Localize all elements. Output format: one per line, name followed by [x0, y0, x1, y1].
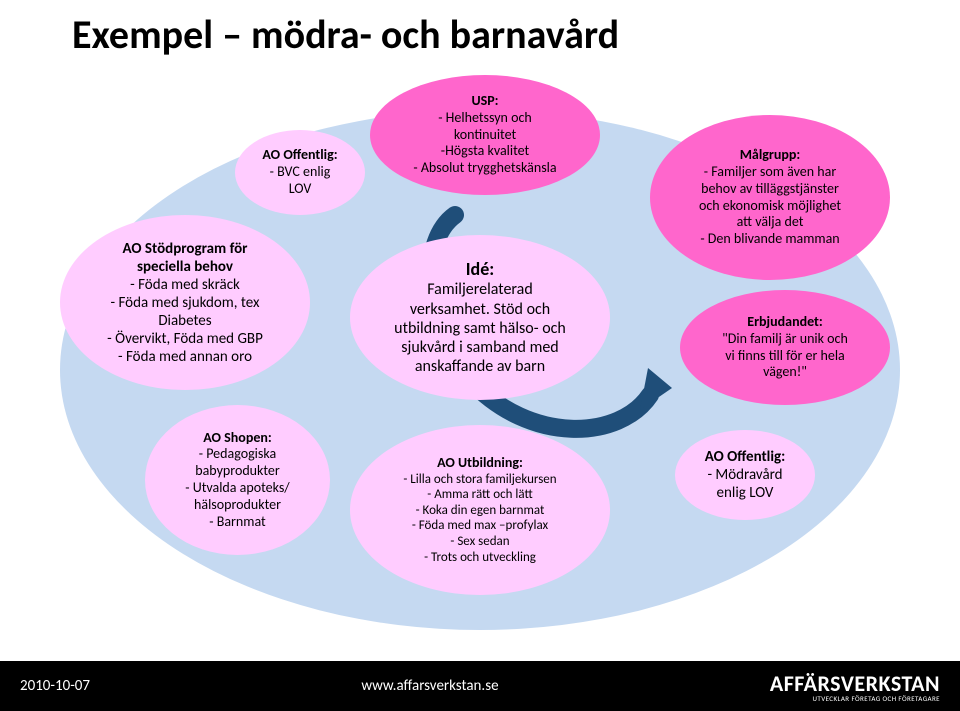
bubble-line: sjukvård i samband med — [401, 338, 558, 357]
bubble-line: - Föda med sjukdom, tex — [110, 294, 259, 312]
bubble-line: enlig LOV — [717, 484, 774, 502]
bubble-header: Erbjudandet: — [747, 314, 823, 331]
bubble-line: - Lilla och stora familjekursen — [403, 472, 556, 488]
bubble-line: -Högsta kvalitet — [441, 143, 529, 160]
footer-brand-block: AFFÄRSVERKSTAN UTVECKLAR FÖRETAG OCH FÖR… — [770, 670, 940, 702]
bubble-shopen: AO Shopen:- Pedagogiskababyprodukter- Ut… — [145, 405, 330, 555]
bubble-header: Målgrupp: — [740, 147, 801, 164]
footer-brand: AFFÄRSVERKSTAN — [770, 670, 940, 697]
bubble-line: - Den blivande mamman — [700, 231, 839, 248]
bubble-header: AO Offentlig: — [705, 448, 786, 466]
footer-date: 2010-10-07 — [20, 677, 90, 695]
bubble-ao_offentlig_top: AO Offentlig:- BVC enligLOV — [235, 130, 365, 215]
bubble-line: - Pedagogiska — [199, 446, 276, 463]
bubble-line: - Helhetssyn och — [438, 110, 532, 127]
bubble-header: USP: — [471, 93, 498, 110]
bubble-erbjudandet: Erbjudandet:"Din familj är unik ochvi fi… — [680, 290, 890, 405]
bubble-header: AO Offentlig: — [262, 147, 337, 164]
bubble-line: - Föda med annan oro — [118, 348, 252, 366]
bubble-header: AO Utbildning: — [437, 455, 523, 472]
bubble-stodprogram: AO Stödprogram förspeciella behov- Föda … — [60, 215, 310, 390]
bubble-line: vägen!" — [763, 364, 807, 381]
bubble-line: - Koka din egen barnmat — [416, 503, 545, 519]
bubble-ao_offentlig_bottom: AO Offentlig:- Mödravårdenlig LOV — [675, 430, 815, 520]
bubble-ide: Idé:Familjerelateradverksamhet. Stöd och… — [350, 235, 610, 400]
bubble-line: kontinuitet — [454, 127, 516, 144]
bubble-line: - Övervikt, Föda med GBP — [107, 330, 263, 348]
bubble-line: och ekonomisk möjlighet — [699, 198, 841, 215]
bubble-line: att välja det — [737, 214, 804, 231]
bubble-line: - Trots och utveckling — [424, 550, 536, 566]
bubble-line: - Amma rätt och lätt — [427, 487, 532, 503]
bubble-line: vi finns till för er hela — [725, 348, 845, 365]
bubble-header: AO Shopen: — [203, 430, 272, 447]
slide-root: Exempel – mödra- och barnavård Idé:Famil… — [0, 0, 960, 711]
bubble-line: - Föda med skräck — [130, 276, 240, 294]
bubble-malgrupp: Målgrupp:- Familjer som även harbehov av… — [650, 115, 890, 280]
bubble-line: anskaffande av barn — [415, 357, 545, 376]
bubble-header-2: speciella behov — [137, 258, 233, 276]
slide-title: Exempel – mödra- och barnavård — [72, 10, 619, 59]
bubble-line: babyprodukter — [195, 463, 279, 480]
bubble-line: - Familjer som även har — [704, 164, 836, 181]
bubble-line: utbildning samt hälso- och — [394, 319, 566, 338]
bubble-line: behov av tilläggstjänster — [701, 181, 839, 198]
bubble-line: "Din familj är unik och — [722, 331, 848, 348]
footer-bar: 2010-10-07 www.affarsverkstan.se AFFÄRSV… — [0, 661, 960, 711]
bubble-line: hälsoprodukter — [194, 497, 281, 514]
bubble-line: Diabetes — [158, 312, 211, 330]
bubble-line: Familjerelaterad — [427, 280, 532, 299]
bubble-utbildning: AO Utbildning:- Lilla och stora familjek… — [350, 425, 610, 595]
bubble-line: - Utvalda apoteks/ — [185, 480, 289, 497]
bubble-usp: USP:- Helhetssyn ochkontinuitet-Högsta k… — [370, 75, 600, 195]
bubble-line: - Mödravård — [707, 466, 782, 484]
bubble-line: - Absolut trygghetskänsla — [413, 160, 556, 177]
bubble-line: - Barnmat — [209, 514, 265, 531]
bubble-header: Idé: — [466, 259, 495, 281]
bubble-line: LOV — [289, 181, 312, 198]
footer-url: www.affarsverkstan.se — [361, 677, 498, 695]
bubble-line: - Sex sedan — [450, 534, 509, 550]
bubble-line: - Föda med max –profylax — [412, 518, 548, 534]
bubble-line: verksamhet. Stöd och — [410, 300, 550, 319]
bubble-header: AO Stödprogram för — [123, 240, 248, 258]
bubble-line: - BVC enlig — [270, 164, 331, 181]
